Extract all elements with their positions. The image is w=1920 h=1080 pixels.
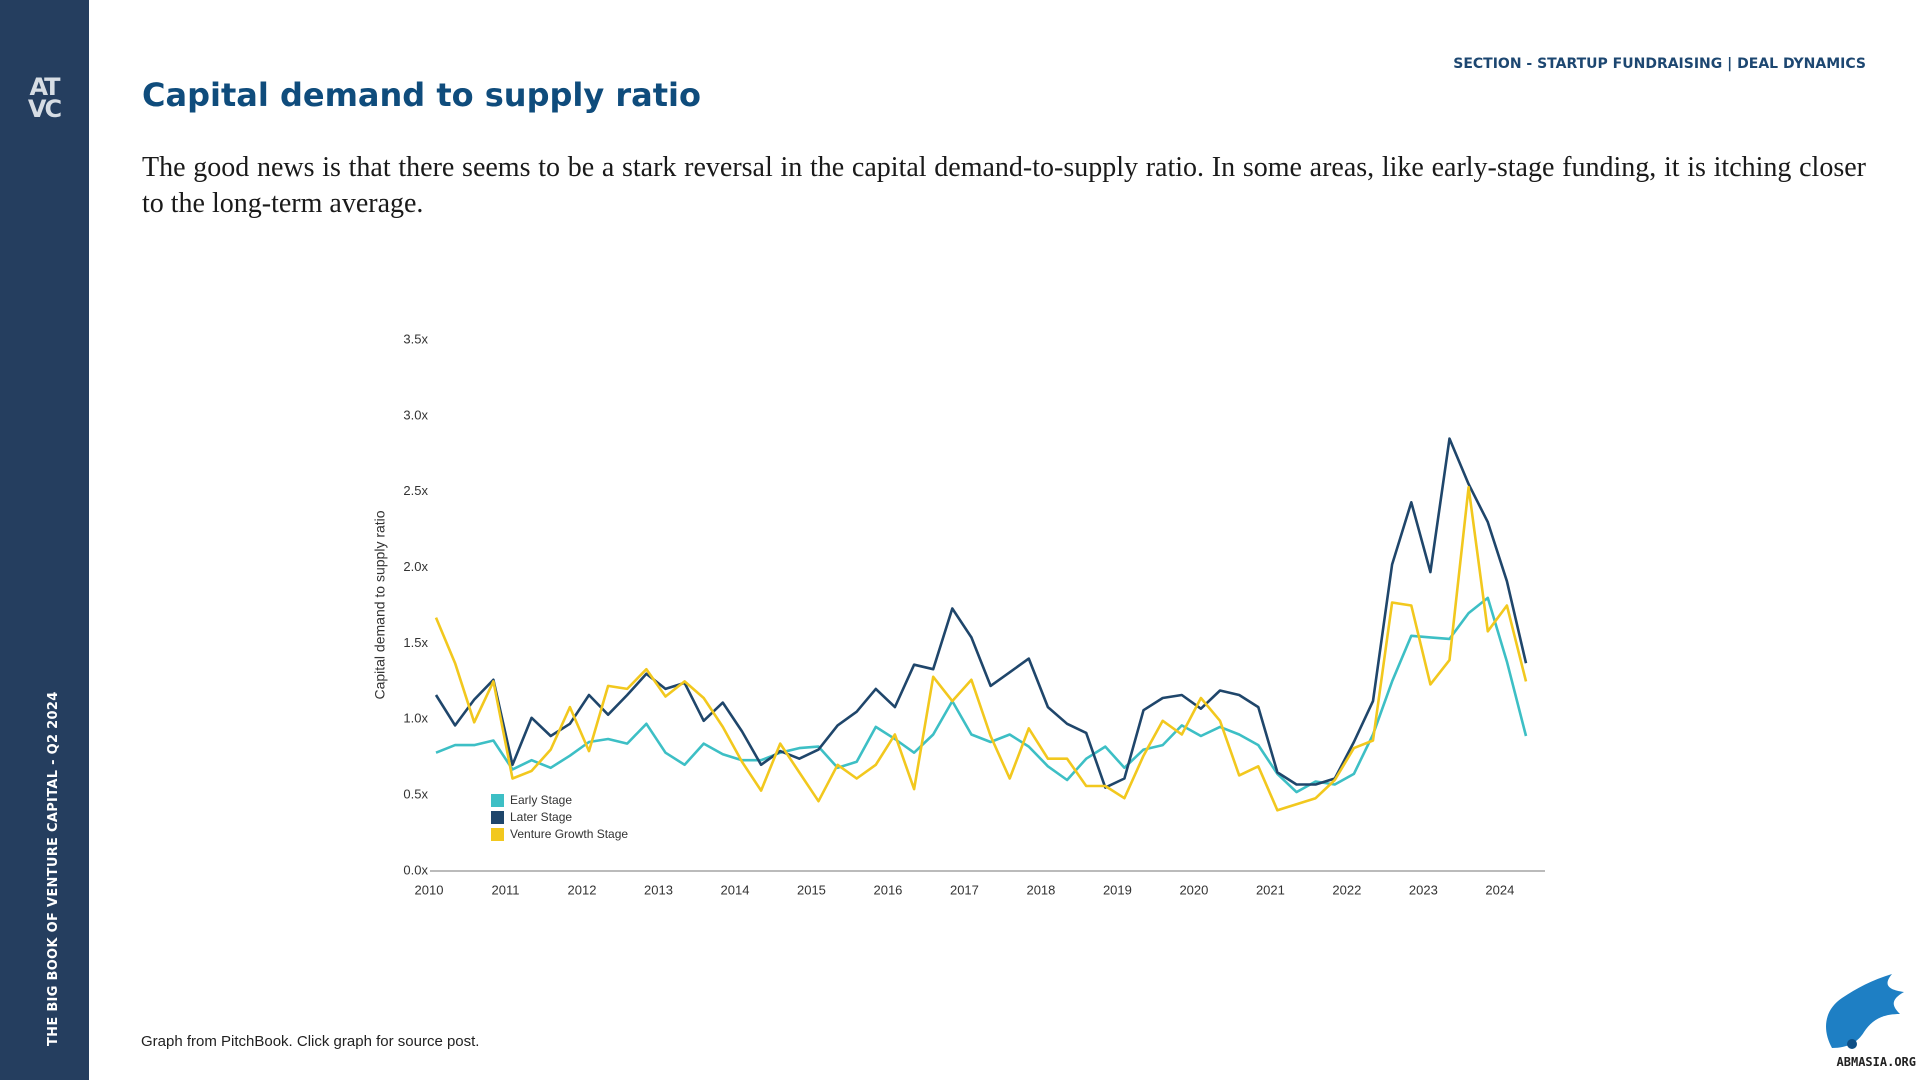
bird-logo [1826, 974, 1904, 1049]
body-text: The good news is that there seems to be … [142, 152, 1866, 219]
y-tick-label: 0.5x [403, 787, 428, 802]
x-tick-label: 2021 [1256, 882, 1285, 897]
watermark: ABMASIA.ORG [1836, 1055, 1916, 1069]
x-tick-label: 2013 [644, 882, 673, 897]
bird-shape [1826, 974, 1904, 1048]
chart[interactable]: Capital demand to supply ratio 0.0x 0.5x 1… [0, 0, 1920, 1000]
sidebar: AT VC THE BIG BOOK OF VENTURE CAPITAL - … [0, 0, 89, 1080]
x-tick-label: 2023 [1409, 882, 1438, 897]
series-line [435, 596, 1528, 794]
legend-swatch [491, 794, 504, 807]
x-tick-label: 2015 [797, 882, 826, 897]
logo-line: AT [29, 73, 60, 101]
y-tick-label: 2.0x [403, 559, 428, 574]
logo: AT VC [22, 73, 66, 123]
y-tick-label: 0.0x [403, 862, 428, 877]
x-tick-label: 2014 [721, 882, 750, 897]
x-tick-label: 2024 [1485, 882, 1514, 897]
bird-eye [1847, 1039, 1857, 1049]
section-label: SECTION - STARTUP FUNDRAISING | DEAL DYN… [1453, 56, 1866, 72]
legend-swatch [491, 811, 504, 824]
caption[interactable]: Graph from PitchBook. Click graph for so… [141, 1033, 480, 1050]
y-tick-label: 2.5x [403, 483, 428, 498]
x-tick-label: 2017 [950, 882, 979, 897]
x-tick-label: 2020 [1179, 882, 1208, 897]
x-tick-label: 2016 [873, 882, 902, 897]
legend-label: Early Stage [510, 793, 572, 807]
y-tick-label: 3.0x [403, 407, 428, 422]
series-line [434, 437, 1528, 789]
y-tick-label: 1.0x [403, 711, 428, 726]
x-tick-label: 2011 [492, 882, 520, 897]
x-tick-label: 2019 [1103, 882, 1132, 897]
y-tick-label: 3.5x [403, 331, 428, 346]
legend-label: Later Stage [510, 810, 572, 824]
series-line [434, 485, 1528, 812]
x-tick-label: 2012 [568, 882, 597, 897]
x-tick-label: 2010 [415, 882, 444, 897]
logo-line: VC [27, 95, 62, 123]
y-axis-title: Capital demand to supply ratio [372, 510, 388, 699]
legend-swatch [491, 828, 504, 841]
x-tick-label: 2022 [1332, 882, 1361, 897]
legend-label: Venture Growth Stage [510, 827, 628, 841]
slide-title: Capital demand to supply ratio [142, 76, 701, 114]
y-tick-label: 1.5x [403, 635, 428, 650]
x-tick-label: 2018 [1026, 882, 1055, 897]
